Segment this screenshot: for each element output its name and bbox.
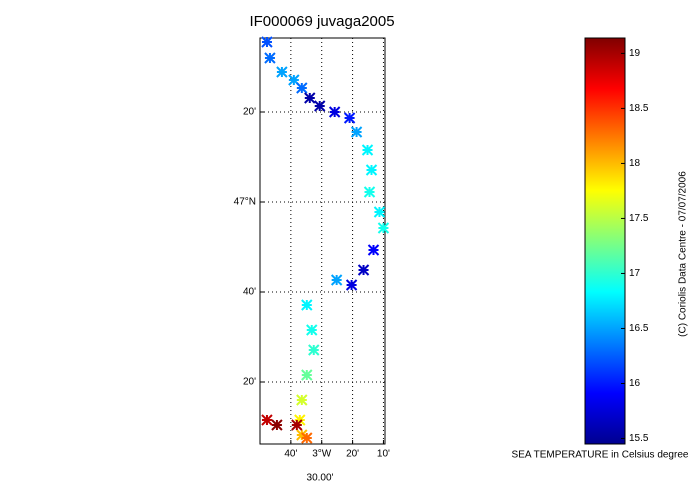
x-tick-label: 40' bbox=[284, 449, 297, 460]
track-point bbox=[367, 244, 380, 256]
y-tick-label: 47°N bbox=[234, 197, 256, 208]
track-point bbox=[264, 52, 276, 64]
colorbar-tick-label: 19 bbox=[629, 48, 641, 59]
x-sublabel: 30.00' bbox=[307, 473, 334, 484]
track-point bbox=[314, 100, 326, 112]
y-tick-label: 20' bbox=[243, 107, 256, 118]
track-point bbox=[301, 432, 313, 444]
colorbar-tick-label: 18 bbox=[629, 158, 641, 169]
x-tick-label: 3°W bbox=[312, 449, 332, 460]
colorbar-tick-label: 18.5 bbox=[629, 103, 649, 114]
track-point bbox=[261, 414, 273, 426]
x-tick-label: 20' bbox=[346, 449, 359, 460]
track-point bbox=[357, 264, 370, 276]
colorbar-tick-label: 16 bbox=[629, 378, 641, 389]
credit: (C) Coriolis Data Centre - 07/07/2006 bbox=[678, 171, 689, 337]
track-point bbox=[343, 112, 356, 124]
track-point bbox=[304, 92, 316, 104]
colorbar-tick-label: 15.5 bbox=[629, 433, 649, 444]
track-point bbox=[361, 144, 374, 156]
track-point bbox=[301, 369, 313, 381]
track-point bbox=[350, 126, 363, 138]
track-point bbox=[261, 36, 273, 48]
track-point bbox=[271, 419, 283, 431]
track-point bbox=[345, 279, 358, 291]
colorbar-label: SEA TEMPERATURE in Celsius degree bbox=[512, 450, 689, 461]
track-point bbox=[328, 106, 341, 118]
y-tick-label: 40' bbox=[243, 287, 256, 298]
track-point bbox=[301, 299, 313, 311]
x-tick-label: 10' bbox=[377, 449, 390, 460]
chart-title: IF000069 juvaga2005 bbox=[249, 13, 394, 30]
track-point bbox=[373, 206, 386, 218]
y-tick-label: 20' bbox=[243, 377, 256, 388]
track-point bbox=[365, 164, 378, 176]
track-point bbox=[296, 82, 308, 94]
track-point bbox=[296, 429, 308, 441]
track-point bbox=[306, 324, 318, 336]
track-point bbox=[330, 274, 343, 286]
track-point bbox=[363, 186, 376, 198]
colorbar bbox=[584, 37, 626, 445]
colorbar-tick-label: 17 bbox=[629, 268, 641, 279]
track-point bbox=[294, 414, 306, 426]
colorbar-tick-label: 17.5 bbox=[629, 213, 649, 224]
colorbar-tick-label: 16.5 bbox=[629, 323, 649, 334]
track-point bbox=[291, 419, 303, 431]
track-point bbox=[288, 74, 300, 86]
plot-frame bbox=[259, 37, 386, 445]
track-point bbox=[308, 344, 320, 356]
track-point bbox=[377, 222, 390, 234]
track-point bbox=[296, 394, 308, 406]
track-point bbox=[276, 66, 288, 78]
